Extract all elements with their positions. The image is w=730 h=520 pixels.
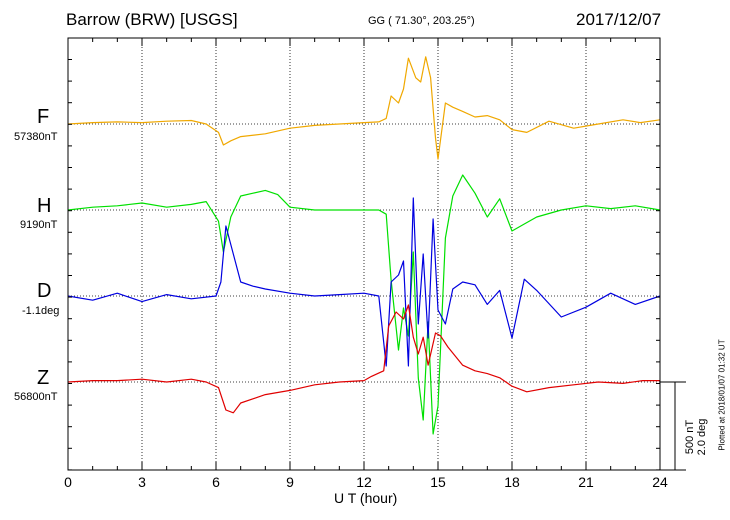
x-tick-label: 21: [578, 474, 594, 490]
trace-label-z: Z: [37, 367, 50, 389]
scale-bar-amplitude: 500 nT: [684, 419, 696, 455]
x-axis-label: U T (hour): [334, 490, 398, 506]
series-line-h: [67, 174, 661, 435]
x-tick-label: 15: [430, 474, 446, 490]
plot-frame: [67, 37, 686, 471]
series-line-d: [67, 197, 661, 367]
x-tick-label: 6: [212, 474, 220, 490]
x-tick-label: 9: [286, 474, 294, 490]
trace-baseline-d: -1.1deg: [22, 305, 60, 317]
trace-label-d: D: [37, 280, 52, 302]
trace-baseline-h: 9190nT: [20, 219, 58, 231]
scale-bar-angle: 2.0 deg: [696, 418, 708, 456]
plotted-timestamp: Plotted at 2018/01/07 01:32 UT: [717, 339, 727, 451]
x-tick-label: 24: [652, 474, 668, 490]
series-line-z: [67, 304, 660, 414]
trace-baseline-f: 57380nT: [14, 131, 58, 143]
trace-label-h: H: [37, 195, 52, 217]
series-line-f: [67, 56, 661, 160]
x-tick-label: 0: [64, 474, 72, 490]
grid-lines: [68, 38, 660, 470]
x-tick-label: 18: [504, 474, 520, 490]
chart-title: Barrow (BRW) [USGS]: [66, 10, 238, 29]
station-coordinates: GG ( 71.30°, 203.25°): [368, 15, 475, 27]
plot-date: 2017/12/07: [576, 10, 662, 29]
trace-baseline-z: 56800nT: [14, 391, 58, 403]
x-tick-label: 3: [138, 474, 146, 490]
trace-lines: [67, 56, 661, 435]
trace-label-f: F: [37, 106, 50, 128]
x-tick-label: 12: [356, 474, 372, 490]
